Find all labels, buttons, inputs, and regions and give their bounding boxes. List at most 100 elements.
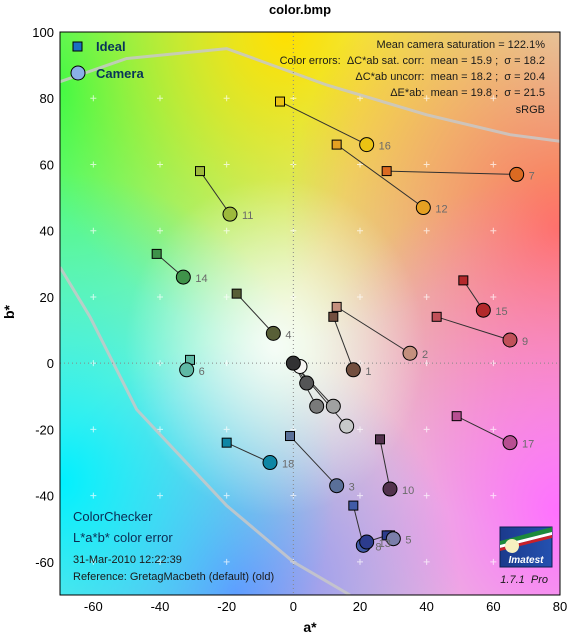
camera-marker-3 bbox=[329, 478, 345, 494]
grid-cross bbox=[357, 227, 363, 234]
x-tick-label: -60 bbox=[84, 599, 103, 614]
error-statistics: Mean camera saturation = 122.1% Color er… bbox=[280, 39, 546, 116]
imatest-logo: Imatest bbox=[499, 526, 553, 568]
grid-cross bbox=[357, 426, 363, 433]
logo-text: Imatest bbox=[508, 555, 544, 566]
camera-markers bbox=[175, 137, 525, 553]
grid-cross bbox=[490, 360, 497, 367]
camera-marker-11 bbox=[222, 206, 238, 222]
y-tick-label: 100 bbox=[32, 25, 54, 40]
grid-cross bbox=[490, 227, 497, 234]
stat-sat-corr: Color errors: ΔC*ab sat. corr: mean = 15… bbox=[280, 55, 545, 67]
grid-cross bbox=[357, 161, 363, 168]
grid-cross bbox=[157, 426, 163, 433]
grid-cross bbox=[90, 360, 97, 367]
x-axis-label: a* bbox=[303, 619, 317, 635]
srgb-gamut-boundary bbox=[60, 47, 560, 595]
error-vector-3 bbox=[289, 435, 338, 487]
plot-frame bbox=[59, 31, 561, 596]
y-tick-label: 40 bbox=[40, 224, 54, 239]
zero-axis-lines bbox=[60, 32, 560, 595]
grid-cross bbox=[357, 492, 363, 499]
legend-camera-swatch bbox=[70, 65, 86, 81]
grid-cross bbox=[157, 161, 163, 168]
x-tick-label: -40 bbox=[151, 599, 170, 614]
grid-cross bbox=[90, 227, 97, 234]
grid-cross bbox=[490, 558, 497, 565]
footer-chart-type: L*a*b* color error bbox=[73, 530, 173, 545]
chart-title: color.bmp bbox=[269, 2, 331, 17]
y-tick-label: 0 bbox=[47, 356, 54, 371]
patch-label-1: 1 bbox=[365, 366, 371, 378]
camera-marker-23 bbox=[299, 375, 315, 391]
y-tick-label: 80 bbox=[40, 91, 54, 106]
grid-cross bbox=[423, 426, 430, 433]
camera-marker-2 bbox=[402, 345, 418, 361]
camera-marker-18 bbox=[262, 455, 278, 471]
ideal-marker-17 bbox=[451, 411, 462, 422]
ideal-marker-12 bbox=[331, 139, 342, 150]
y-tick-label: -40 bbox=[35, 489, 54, 504]
gamut-top-curve bbox=[60, 47, 560, 143]
camera-marker-10 bbox=[382, 481, 398, 497]
stat-colorspace: sRGB bbox=[516, 104, 545, 116]
ideal-marker-16 bbox=[275, 96, 285, 107]
gamut-bottom-curve bbox=[60, 266, 351, 595]
grid-cross bbox=[90, 492, 97, 499]
ideal-marker-3 bbox=[285, 431, 295, 442]
patch-label-9: 9 bbox=[522, 336, 528, 348]
x-tick-label: 20 bbox=[353, 599, 367, 614]
camera-marker-4 bbox=[265, 325, 281, 341]
grid-cross bbox=[290, 492, 297, 499]
grid-cross bbox=[223, 558, 230, 565]
camera-marker-21 bbox=[325, 398, 341, 414]
grid-cross bbox=[157, 558, 163, 565]
grid-cross bbox=[157, 492, 163, 499]
camera-marker-15 bbox=[475, 302, 491, 318]
grid-cross bbox=[357, 558, 363, 565]
patch-label-5: 5 bbox=[405, 535, 411, 547]
grid-cross bbox=[423, 161, 430, 168]
grid-cross bbox=[490, 161, 497, 168]
grid-cross bbox=[223, 161, 230, 168]
footer-chart-name: ColorChecker bbox=[73, 509, 153, 524]
patch-label-11: 11 bbox=[242, 210, 253, 222]
patch-label-4: 4 bbox=[285, 329, 291, 341]
y-tick-label: 20 bbox=[40, 290, 54, 305]
ideal-marker-8 bbox=[348, 500, 359, 511]
error-vector-9 bbox=[436, 316, 511, 341]
stat-uncorr: ΔC*ab uncorr: mean = 18.2 ; σ = 20.4 bbox=[355, 71, 545, 83]
grid-cross bbox=[223, 492, 230, 499]
ideal-marker-14 bbox=[151, 248, 162, 259]
x-tick-label: 40 bbox=[419, 599, 433, 614]
ideal-marker-4 bbox=[231, 288, 242, 299]
grid-cross bbox=[223, 293, 230, 300]
footer-date: 31-Mar-2010 12:22:39 bbox=[73, 554, 182, 566]
stat-delta-e: ΔE*ab: mean = 19.8 ; σ = 21.5 bbox=[390, 87, 545, 99]
grid-cross bbox=[223, 227, 230, 234]
error-vector-10 bbox=[379, 439, 391, 490]
camera-marker-20 bbox=[339, 418, 355, 434]
grid-cross bbox=[223, 426, 230, 433]
chart-footer: ColorChecker L*a*b* color error 31-Mar-2… bbox=[73, 509, 274, 583]
x-tick-label: 0 bbox=[290, 599, 297, 614]
grid-cross bbox=[423, 492, 430, 499]
grid-cross bbox=[157, 95, 163, 102]
patch-label-3: 3 bbox=[349, 482, 355, 494]
camera-marker-16 bbox=[359, 137, 375, 153]
camera-marker-13 bbox=[359, 534, 375, 550]
error-vector-16 bbox=[279, 101, 367, 146]
patch-label-10: 10 bbox=[402, 485, 414, 497]
camera-marker-22 bbox=[309, 398, 325, 414]
grid-cross bbox=[490, 95, 497, 102]
grid-cross bbox=[423, 293, 430, 300]
patch-label-18: 18 bbox=[282, 459, 294, 471]
grid-cross bbox=[90, 558, 97, 565]
ideal-marker-1 bbox=[328, 311, 339, 322]
patch-label-8: 8 bbox=[375, 541, 381, 553]
ideal-marker-15 bbox=[458, 275, 469, 286]
legend-camera-label: Camera bbox=[96, 66, 144, 81]
patch-label-15: 15 bbox=[495, 306, 507, 318]
